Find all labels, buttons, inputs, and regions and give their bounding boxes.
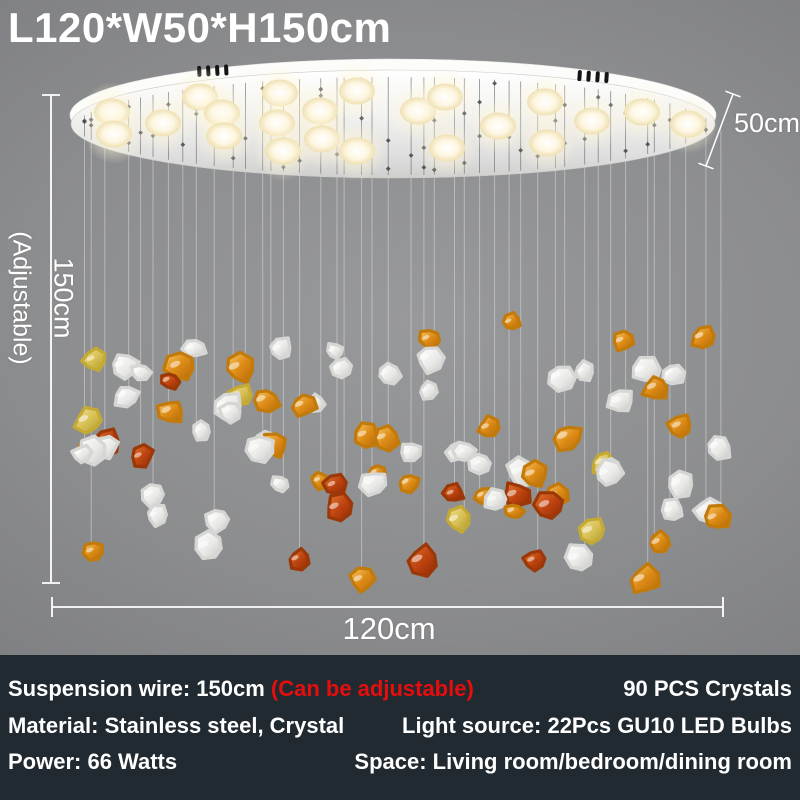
- height-dimension-label: 150cm: [48, 257, 79, 339]
- spec-info-band: Suspension wire: 150cm (Can be adjustabl…: [0, 655, 800, 800]
- chandelier-illustration: [42, 58, 741, 617]
- spec-row-suspension: Suspension wire: 150cm (Can be adjustabl…: [8, 675, 792, 701]
- material-text: Material: Stainless steel, Crystal: [8, 712, 345, 738]
- adjustable-red-note: (Can be adjustable): [270, 675, 474, 701]
- spec-row-material: Material: Stainless steel, Crystal Light…: [8, 712, 792, 738]
- spec-row-power: Power: 66 Watts Space: Living room/bedro…: [8, 751, 792, 773]
- suspension-wire-text: Suspension wire: 150cm (Can be adjustabl…: [8, 675, 474, 701]
- length-dimension-label: 120cm: [342, 611, 436, 646]
- crystal-count-text: 90 PCS Crystals: [623, 675, 792, 701]
- height-dimension-line: [42, 94, 60, 584]
- width-dimension-label: 50cm: [734, 108, 800, 138]
- length-dimension-line: [51, 597, 724, 617]
- page-title: L120*W50*H150cm: [8, 4, 392, 51]
- crystal-stones: [70, 310, 732, 595]
- adjustable-note-label: (Adjustable): [7, 231, 36, 365]
- led-lights: [82, 61, 718, 181]
- width-dimension-line: [698, 90, 741, 170]
- light-source-text: Light source: 22Pcs GU10 LED Bulbs: [402, 712, 792, 738]
- space-text: Space: Living room/bedroom/dining room: [354, 749, 792, 775]
- dimension-lines: [42, 90, 741, 617]
- power-text: Power: 66 Watts: [8, 749, 178, 775]
- suspension-wire-value: Suspension wire: 150cm: [8, 675, 271, 701]
